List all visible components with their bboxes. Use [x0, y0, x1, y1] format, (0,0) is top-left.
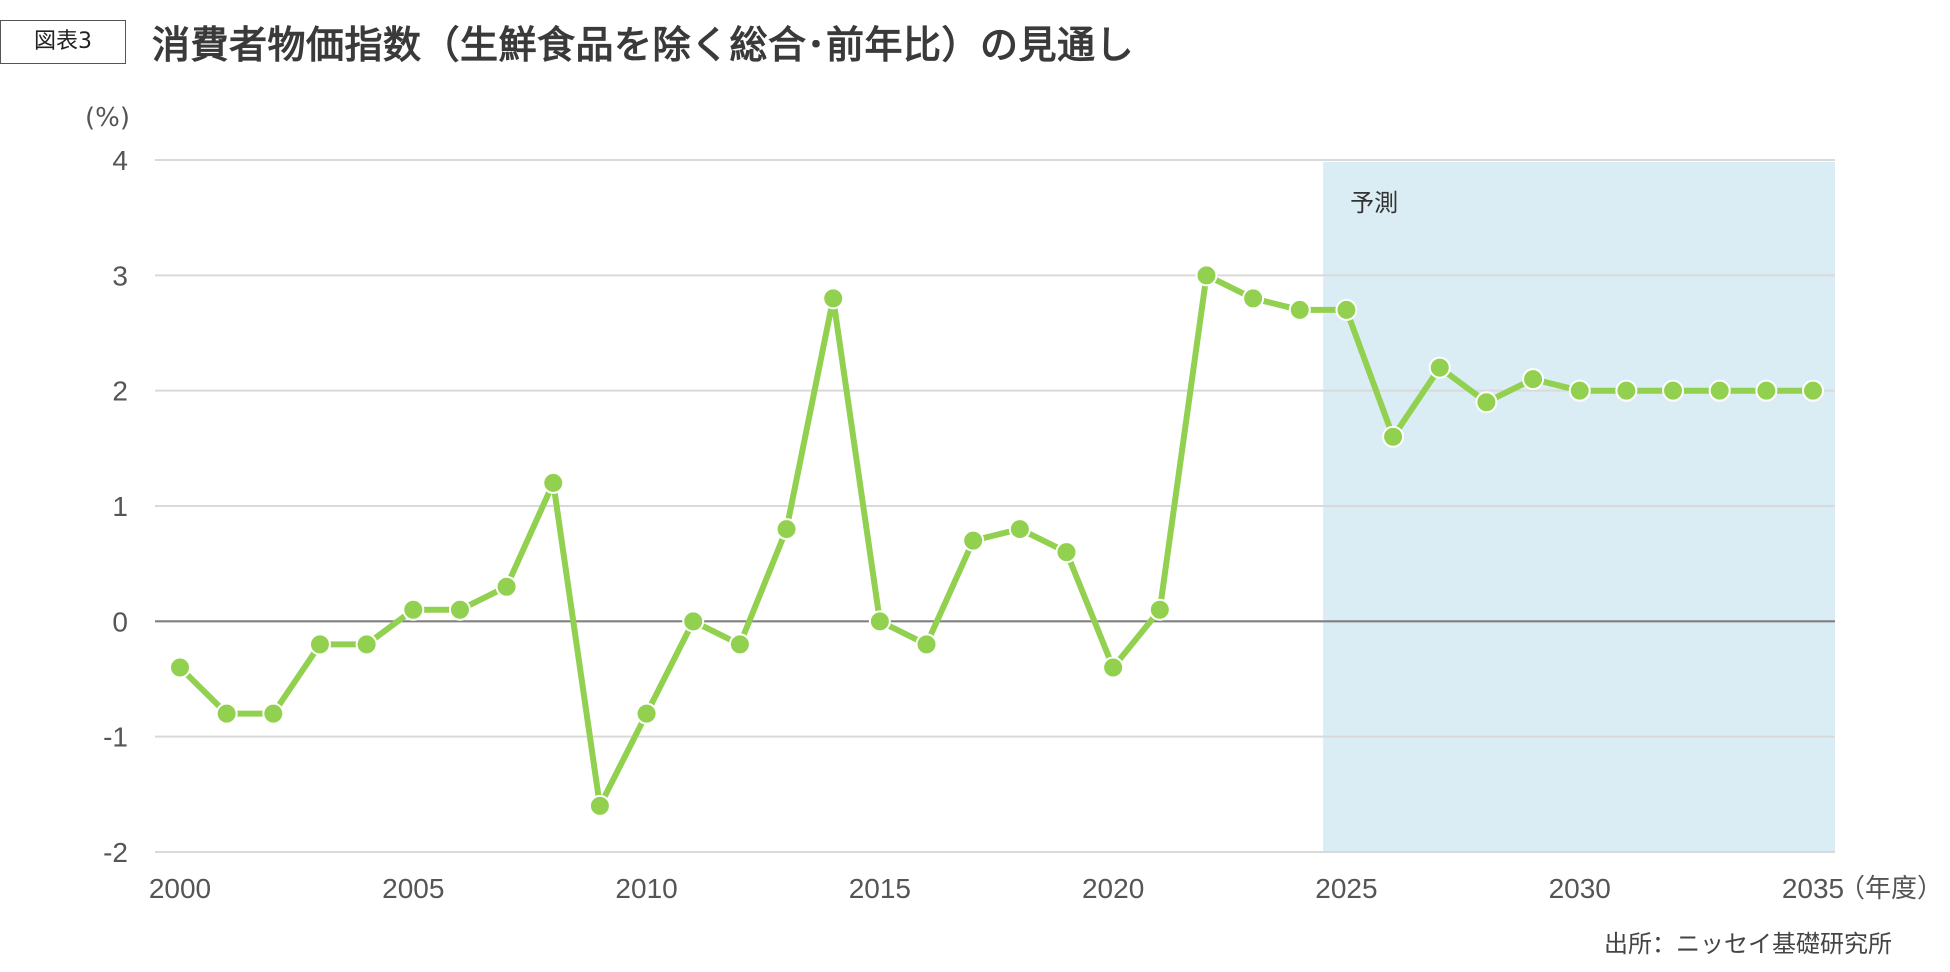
x-tick-label: 2035 [1782, 873, 1844, 904]
forecast-label: 予測 [1350, 189, 1398, 217]
data-point-2005 [402, 598, 425, 621]
data-point-2023 [1242, 287, 1265, 310]
y-tick-label: 4 [112, 145, 128, 176]
data-point-2014 [822, 287, 845, 310]
y-tick-label: -2 [103, 837, 128, 868]
y-tick-label: 1 [112, 491, 128, 522]
data-point-2025 [1335, 298, 1358, 321]
data-point-2031 [1615, 379, 1638, 402]
data-point-2010 [635, 702, 658, 725]
data-point-2009 [588, 794, 611, 817]
data-point-2004 [355, 633, 378, 656]
data-point-2022 [1195, 264, 1218, 287]
y-tick-label: 2 [112, 376, 128, 407]
data-point-2002 [262, 702, 285, 725]
y-tick-label: -1 [103, 722, 128, 753]
series-points [169, 264, 1824, 817]
data-point-2018 [1008, 518, 1031, 541]
data-point-2027 [1428, 356, 1451, 379]
data-point-2032 [1662, 379, 1685, 402]
data-point-2007 [495, 575, 518, 598]
data-point-2000 [169, 656, 191, 679]
x-axis-unit: （年度） [1839, 874, 1943, 904]
data-point-2029 [1522, 368, 1545, 391]
x-axis-ticks: 2000 2005 2010 2015 2020 2025 2030 2035 [149, 873, 1844, 904]
data-point-2017 [962, 529, 985, 552]
data-point-2016 [915, 633, 938, 656]
chart-title: 消費者物価指数（生鮮食品を除く総合･前年比）の見通し [152, 23, 1135, 67]
data-point-2026 [1382, 425, 1405, 448]
y-axis-unit: (%) [85, 103, 130, 133]
x-tick-label: 2030 [1549, 873, 1611, 904]
data-point-2013 [775, 518, 798, 541]
x-tick-label: 2025 [1315, 873, 1377, 904]
data-point-2021 [1148, 598, 1171, 621]
data-point-2019 [1055, 541, 1078, 564]
x-tick-label: 2010 [615, 873, 677, 904]
figure-number-box: 図表3 [0, 20, 126, 64]
y-axis-ticks: 4 3 2 1 0 -1 -2 [103, 145, 128, 868]
grid-lines [155, 159, 1835, 853]
y-tick-label: 3 [112, 260, 128, 291]
data-point-2035 [1802, 379, 1824, 402]
x-tick-label: 2020 [1082, 873, 1144, 904]
source-note: 出所：ニッセイ基礎研究所 [1604, 930, 1892, 958]
data-point-2008 [542, 471, 565, 494]
data-point-2020 [1102, 656, 1125, 679]
data-point-2028 [1475, 391, 1498, 414]
figure-number: 図表3 [34, 29, 92, 54]
data-point-2024 [1288, 298, 1311, 321]
data-point-2015 [868, 610, 891, 633]
data-point-2012 [728, 633, 751, 656]
data-point-2011 [682, 610, 705, 633]
data-point-2001 [215, 702, 238, 725]
data-point-2030 [1568, 379, 1591, 402]
x-tick-label: 2000 [149, 873, 211, 904]
data-point-2033 [1708, 379, 1731, 402]
data-point-2034 [1755, 379, 1778, 402]
data-point-2006 [448, 598, 471, 621]
y-tick-label: 0 [112, 606, 128, 637]
data-point-2003 [308, 633, 331, 656]
x-tick-label: 2015 [849, 873, 911, 904]
x-tick-label: 2005 [382, 873, 444, 904]
